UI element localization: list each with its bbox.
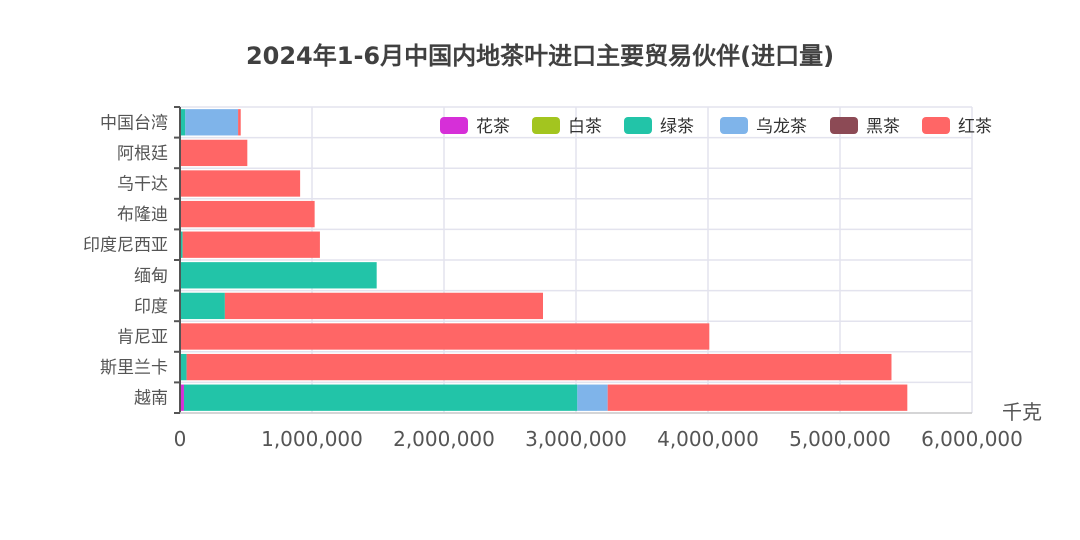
legend-item[interactable]: 黑茶 [830,117,900,137]
legend-swatch [720,117,748,134]
bars [180,109,908,411]
x-tick-label: 6,000,000 [921,427,1023,451]
bar-segment[interactable] [607,384,908,411]
legend-swatch [624,117,652,134]
legend-label: 花茶 [476,117,510,137]
bar-segment[interactable] [224,292,543,320]
legend-swatch [922,117,950,134]
bar-segment[interactable] [186,353,892,381]
bar-segment[interactable] [180,353,187,381]
bar-segment[interactable] [180,139,248,167]
grid [179,106,973,414]
bar-segment[interactable] [180,262,377,289]
y-tick-label: 中国台湾 [100,113,168,133]
legend[interactable]: 花茶 白茶 绿茶 乌龙茶 黑茶 红茶 [440,117,992,137]
bar-segment[interactable] [182,231,320,258]
x-axis-unit-label: 千克 [1002,400,1042,424]
x-tick-label: 5,000,000 [789,427,891,451]
y-tick-label: 印度尼西亚 [83,236,168,256]
y-tick-label: 乌干达 [117,175,168,195]
y-tick-label: 阿根廷 [117,144,168,164]
legend-label: 白茶 [568,117,602,137]
bar-segment[interactable] [180,323,710,350]
bar-segment[interactable] [180,231,183,258]
legend-label: 黑茶 [866,117,900,137]
legend-item[interactable]: 绿茶 [624,117,694,137]
chart-title: 2024年1-6月中国内地茶叶进口主要贸易伙伴(进口量) [245,42,835,70]
legend-swatch [532,117,560,134]
x-tick-label: 1,000,000 [261,427,363,451]
x-tick-label: 2,000,000 [393,427,495,451]
legend-item[interactable]: 乌龙茶 [720,117,807,137]
bar-segment[interactable] [185,109,239,136]
bar-segment[interactable] [180,200,315,228]
bar-segment[interactable] [180,384,184,411]
bar-segment[interactable] [180,292,225,320]
y-tick-label: 印度 [134,297,168,317]
bar-segment[interactable] [180,170,301,197]
legend-label: 红茶 [958,117,992,137]
legend-item[interactable]: 花茶 [440,117,510,137]
y-tick-label: 肯尼亚 [117,328,168,348]
y-tick-label: 布隆迪 [117,205,168,225]
x-tick-label: 4,000,000 [657,427,759,451]
legend-swatch [440,117,468,134]
bar-segment[interactable] [577,384,608,411]
legend-item[interactable]: 白茶 [532,117,602,137]
x-tick-label: 3,000,000 [525,427,627,451]
bar-segment[interactable] [238,109,241,136]
y-tick-label: 越南 [134,389,168,409]
legend-swatch [830,117,858,134]
legend-label: 绿茶 [660,117,694,137]
bar-segment[interactable] [180,109,186,136]
legend-label: 乌龙茶 [756,117,807,137]
y-tick-label: 缅甸 [134,266,168,286]
x-tick-label: 0 [174,427,187,451]
y-tick-label: 斯里兰卡 [100,358,168,378]
bar-segment[interactable] [183,384,578,411]
legend-item[interactable]: 红茶 [922,117,992,137]
